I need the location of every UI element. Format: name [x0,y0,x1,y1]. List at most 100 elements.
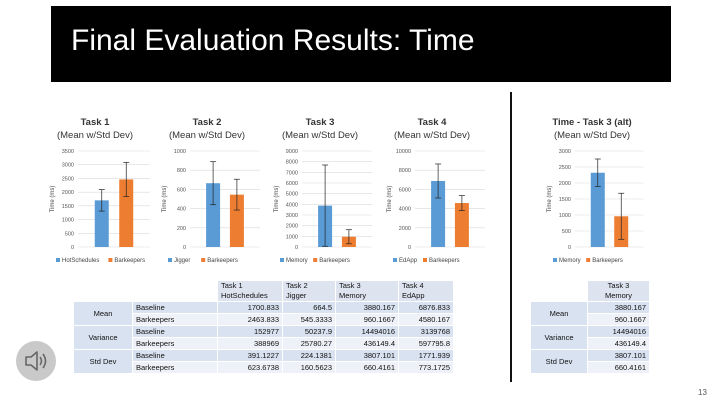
chart-title: Task 3 [306,117,335,128]
table-cell: 50237.9 [282,325,336,338]
chart-subtitle: (Mean w/Std Dev) [57,130,133,141]
table-cell: 224.1381 [282,349,336,362]
y-tick-label: 2000 [62,190,74,196]
header-task3: Task 3 Memory [335,280,399,302]
legend-swatch [313,258,318,262]
chart-subtitle: (Mean w/Std Dev) [554,130,630,141]
row-label: Baseline [132,301,218,314]
y-axis-label: Time (ms) [274,186,280,213]
y-tick-label: 8000 [286,160,298,166]
table-cell: 623.6738 [217,361,283,374]
legend-swatch [423,258,427,262]
table-cell: 14494016 [335,325,399,338]
table-row: 960.1667 [531,313,650,326]
table-cell: 960.1667 [335,313,399,326]
table-cell: 436149.4 [587,337,650,350]
legend-swatch [201,258,206,262]
table-cell: 3807.101 [587,349,650,362]
header-task1: Task 1 HotSchedules [217,280,283,302]
table-cell: 597795.8 [398,337,454,350]
charts-canvas: Task 1 (Mean w/Std Dev) 0 500 1000 1500 2000 25… [50,117,644,264]
y-tick-label: 2500 [62,176,74,182]
corner-cell [530,280,588,302]
legend-label: HotSchedules [62,258,99,264]
y-tick-label: 1000 [62,218,74,224]
table-cell: 960.1667 [587,313,650,326]
y-tick-label: 1000 [286,234,298,240]
table-cell: 6876.833 [398,301,454,314]
page-number: 13 [698,388,707,397]
y-tick-label: 6000 [399,187,411,193]
table-row: Variance 14494016 [530,325,650,350]
y-tick-label: 500 [65,231,74,237]
chart-title: Task 2 [193,117,222,128]
chart-subtitle: (Mean w/Std Dev) [282,130,358,141]
bar-barkeepers [229,194,244,247]
y-axis-label: Time (ms) [547,186,553,213]
y-axis-label: Time (ms) [387,186,393,213]
chart-title: Task 4 [418,117,448,128]
y-tick-label: 2500 [559,165,571,171]
y-tick-label: 4000 [286,202,298,208]
y-tick-label: 3000 [62,163,74,169]
bar-hotschedules [94,200,109,247]
y-tick-label: 0 [183,245,186,251]
table-cell: 773.1725 [398,361,454,374]
legend-label: EdApp [399,258,418,264]
stats-table-main: Task 1 HotSchedules Task 2 Jigger Task 3 Me… [73,280,454,374]
table-row: 436149.4 [531,337,650,350]
table-cell: 388969 [217,337,283,350]
table-cell: 1700.833 [217,301,283,314]
y-axis-label: Time (ms) [50,186,56,213]
speaker-icon [25,351,47,371]
y-tick-label: 9000 [286,149,298,155]
audio-button[interactable] [16,341,56,381]
legend-swatch [393,258,397,262]
legend-label: Barkeepers [207,258,238,264]
table-cell: 391.1227 [217,349,283,362]
y-tick-label: 800 [177,168,186,174]
table-row: Barkeepers 388969 25780.27 436149.4 597795.8 [74,337,454,350]
title-bar: Final Evaluation Results: Time [51,6,671,82]
table-cell: 3807.101 [335,349,399,362]
corner-cell [73,280,133,302]
chart-title: Task 1 [81,117,111,128]
table-cell: 436149.4 [335,337,399,350]
table-row: Mean Baseline 1700.833 664.5 3880.167 6876.83… [73,301,454,326]
y-tick-label: 2000 [559,181,571,187]
header-task3-alt: Task 3 Memory [587,280,650,302]
row-group-label: Mean [73,301,133,326]
table-cell: 25780.27 [282,337,336,350]
chart-subtitle: (Mean w/Std Dev) [394,130,470,141]
table-row: Barkeepers 2463.833 545.3333 960.1667 4580.1… [74,313,454,326]
y-tick-label: 10000 [396,149,411,155]
header-task4: Task 4 EdApp [398,280,454,302]
y-tick-label: 1500 [62,204,74,210]
y-tick-label: 6000 [286,181,298,187]
bar-barkeepers [119,179,134,247]
y-tick-label: 3000 [559,149,571,155]
table-cell: 3880.167 [335,301,399,314]
legend-swatch [280,258,284,262]
row-group-label: Variance [530,325,588,350]
table-row: Mean 3880.167 [530,301,650,326]
y-tick-label: 5000 [286,192,298,198]
corner-cell [132,280,218,302]
y-tick-label: 400 [177,207,186,213]
bar-edapp [431,180,446,247]
legend-swatch [553,258,557,262]
table-row: Barkeepers 623.6738 160.5623 660.4161 773.17… [74,361,454,374]
legend-label: Barkeepers [114,258,145,264]
y-tick-label: 8000 [399,168,411,174]
table-cell: 2463.833 [217,313,283,326]
table-cell: 664.5 [282,301,336,314]
y-tick-label: 1000 [174,149,186,155]
section-divider [510,92,512,382]
chart-subtitle: (Mean w/Std Dev) [169,130,245,141]
y-tick-label: 0 [568,245,571,251]
table-cell: 3880.167 [587,301,650,314]
table-cell: 14494016 [587,325,650,338]
table-cell: 1771.939 [398,349,454,362]
y-axis-label: Time (ms) [162,186,168,213]
row-group-label: Std Dev [530,349,588,374]
